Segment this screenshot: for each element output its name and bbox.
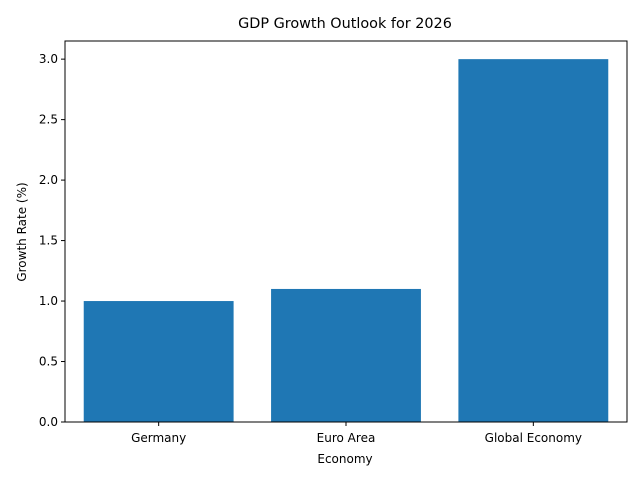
plot-frame: [64, 40, 628, 423]
chart-title: GDP Growth Outlook for 2026: [238, 16, 452, 32]
bars-group: [83, 59, 609, 423]
y-axis-label: Growth Rate (%): [15, 182, 29, 281]
bar-global-economy: [458, 59, 609, 423]
x-axis-label: Economy: [317, 452, 372, 466]
y-tick-label: 0.0: [39, 415, 58, 429]
y-tick-label: 2.0: [39, 173, 58, 187]
y-tick-label: 2.5: [39, 113, 58, 127]
x-axis: Germany Euro Area Global Economy: [131, 422, 582, 445]
y-axis: 0.0 0.5 1.0 1.5 2.0 2.5 3.0: [39, 52, 65, 429]
y-tick-label: 0.5: [39, 355, 58, 369]
bar-euro-area: [271, 288, 421, 422]
x-tick-label: Euro Area: [317, 431, 376, 445]
bar-germany: [83, 301, 234, 422]
y-tick-label: 1.0: [39, 294, 58, 308]
x-tick-label: Germany: [131, 431, 186, 445]
x-tick-label: Global Economy: [485, 431, 582, 445]
y-tick-label: 1.5: [39, 234, 58, 248]
y-tick-label: 3.0: [39, 52, 58, 66]
